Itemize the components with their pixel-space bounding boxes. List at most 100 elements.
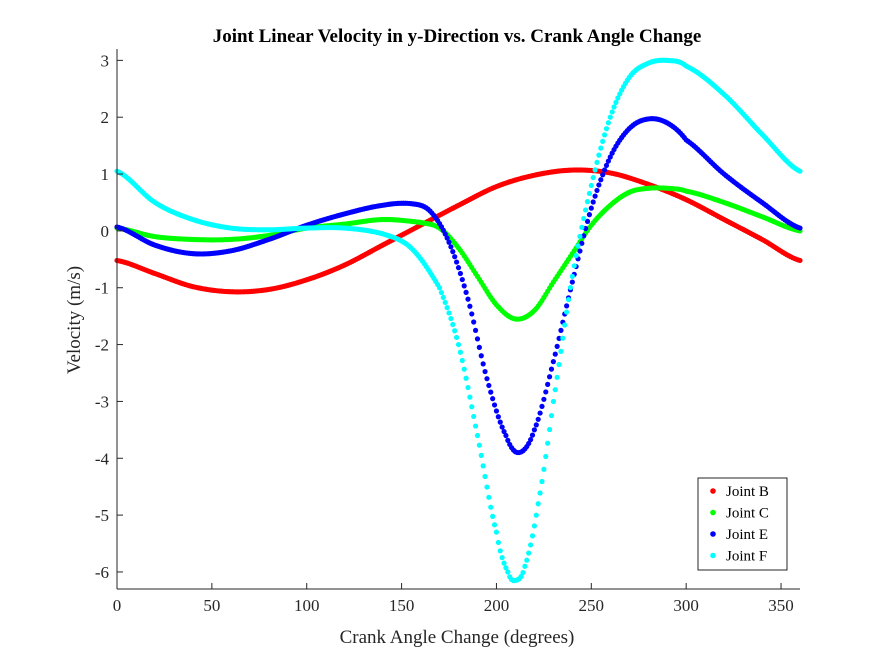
x-axis-label: Crank Angle Change (degrees): [340, 627, 575, 648]
data-point: [601, 132, 608, 138]
data-point: [476, 442, 482, 448]
data-point: [569, 273, 575, 279]
data-point: [501, 428, 507, 435]
data-point: [491, 402, 498, 408]
data-point: [488, 504, 494, 510]
data-point: [550, 359, 556, 365]
data-point: [478, 452, 484, 458]
data-point: [486, 494, 492, 500]
y-tick-label: -3: [95, 392, 109, 411]
data-point: [527, 437, 534, 443]
data-point: [446, 310, 452, 316]
data-point: [577, 248, 583, 254]
data-point: [569, 279, 575, 285]
data-point: [531, 427, 537, 433]
data-point: [497, 419, 503, 425]
x-tick-label: 0: [113, 596, 122, 615]
data-point: [546, 426, 553, 433]
x-tick-label: 250: [579, 596, 605, 615]
data-point: [499, 554, 505, 561]
data-point: [478, 353, 484, 359]
data-point: [611, 104, 617, 110]
data-point: [448, 315, 454, 322]
data-point: [522, 563, 528, 569]
data-point: [581, 215, 587, 222]
data-point: [598, 145, 604, 151]
data-point: [552, 387, 558, 393]
data-point: [491, 522, 498, 528]
x-tick-label: 350: [768, 596, 794, 615]
data-point: [472, 327, 479, 333]
x-tick-label: 300: [673, 596, 699, 615]
data-point: [455, 265, 462, 271]
data-point: [797, 168, 803, 174]
data-point: [471, 319, 477, 325]
data-point: [797, 225, 803, 231]
data-point: [545, 440, 551, 446]
data-point: [448, 244, 454, 250]
y-tick-label: 3: [101, 51, 110, 70]
legend-marker: [710, 552, 716, 559]
data-point: [452, 328, 458, 334]
data-point: [592, 167, 598, 173]
legend-item: Joint E: [710, 527, 768, 543]
data-point: [554, 374, 560, 380]
x-tick-label: 200: [484, 596, 510, 615]
data-point: [562, 322, 568, 328]
data-point: [457, 349, 463, 355]
y-axis-label: Velocity (m/s): [64, 266, 85, 374]
data-point: [797, 257, 803, 264]
data-point: [472, 423, 479, 429]
data-point: [463, 375, 469, 381]
y-tick-label: -5: [95, 506, 109, 525]
data-point: [607, 114, 613, 120]
data-point: [469, 404, 475, 410]
data-point: [480, 361, 486, 367]
data-point: [497, 548, 503, 554]
data-point: [490, 513, 496, 519]
data-point: [558, 348, 564, 354]
data-point: [590, 174, 596, 181]
data-point: [444, 305, 450, 311]
data-point: [586, 190, 593, 197]
data-point: [529, 432, 536, 438]
data-point: [465, 296, 471, 302]
data-point: [539, 403, 545, 409]
data-point: [486, 382, 492, 389]
data-point: [579, 240, 585, 246]
data-point: [438, 289, 445, 296]
data-point: [586, 212, 593, 218]
data-point: [518, 573, 524, 580]
data-point: [605, 120, 611, 126]
data-point: [503, 565, 509, 571]
data-point: [548, 366, 555, 372]
data-point: [541, 466, 547, 472]
data-point: [436, 285, 443, 291]
data-point: [564, 309, 570, 315]
legend: Joint B Joint C Joint E Joint F: [697, 477, 788, 571]
data-point: [594, 159, 600, 165]
y-tick-label: 2: [101, 108, 110, 127]
data-point: [615, 95, 621, 101]
axes-layer: 0 50 100 150 200 250 300 350 -6 -5 -4 -3 -2 -1 0 1 2 3: [95, 49, 800, 615]
data-point: [488, 389, 494, 395]
data-point: [541, 396, 547, 402]
series-layer: [114, 57, 803, 584]
data-point: [537, 410, 543, 416]
data-point: [560, 335, 566, 341]
data-point: [583, 207, 589, 213]
data-point: [446, 239, 452, 245]
y-tick-label: -4: [95, 449, 110, 468]
data-point: [607, 154, 613, 160]
data-point: [503, 432, 509, 439]
data-point: [490, 396, 496, 402]
legend-marker: [710, 509, 716, 516]
data-point: [461, 283, 467, 289]
data-point: [548, 412, 555, 419]
data-point: [554, 343, 560, 349]
data-point: [442, 231, 448, 237]
data-point: [440, 294, 446, 301]
data-point: [564, 303, 570, 309]
data-point: [579, 224, 585, 230]
data-point: [450, 321, 456, 328]
